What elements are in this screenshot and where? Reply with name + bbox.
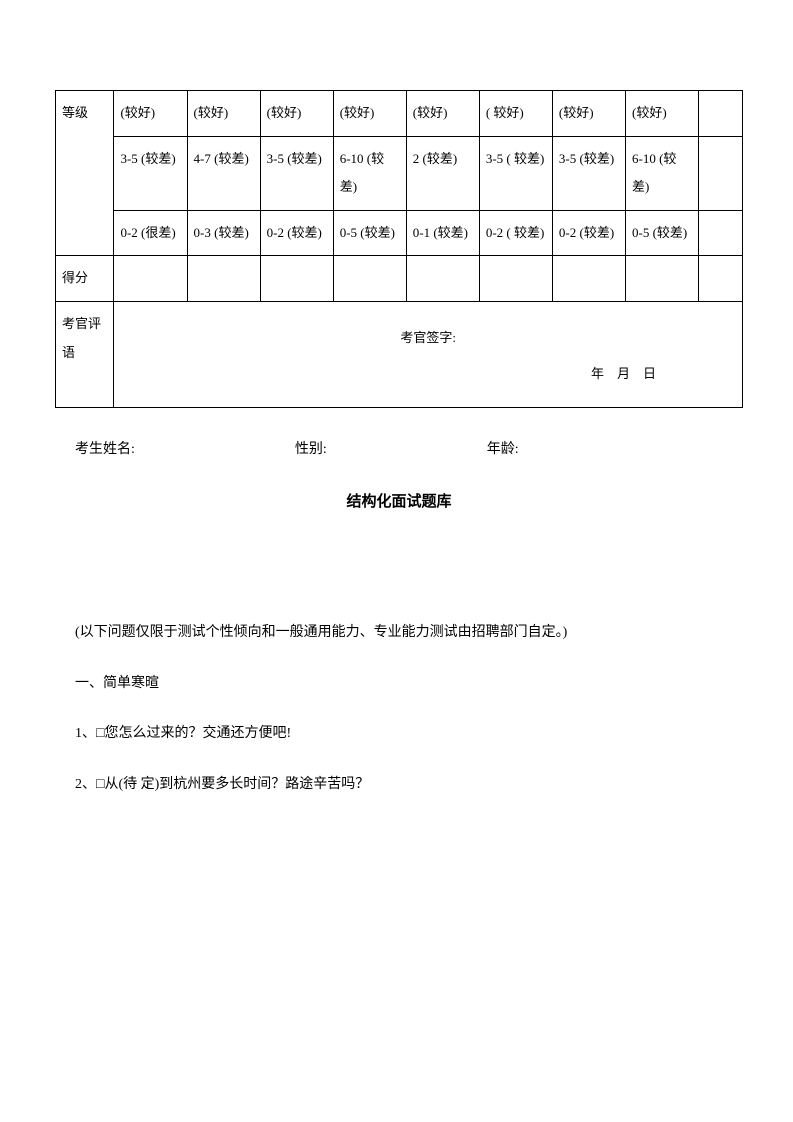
grade-cell: 0-2 (很差) — [114, 210, 187, 256]
score-cell — [187, 256, 260, 302]
grade-cell: ( 较好) — [479, 91, 552, 137]
page-title: 结构化面试题库 — [55, 490, 743, 511]
grade-cell: (较好) — [406, 91, 479, 137]
body-content: (以下问题仅限于测试个性倾向和一般通用能力、专业能力测试由招聘部门自定。) 一、… — [55, 611, 743, 808]
grade-cell: 4-7 (较差) — [187, 136, 260, 210]
grade-cell: 3-5 ( 较差) — [479, 136, 552, 210]
table-row-grade2: 3-5 (较差) 4-7 (较差) 3-5 (较差) 6-10 (较差) 2 (… — [56, 136, 743, 210]
grade-cell: 3-5 (较差) — [260, 136, 333, 210]
candidate-info-row: 考生姓名: 性别: 年龄: — [55, 438, 743, 458]
row-label-score: 得分 — [56, 256, 114, 302]
grade-cell-empty — [699, 210, 743, 256]
comment-cell: 考官签字: 年 月 日 — [114, 301, 743, 407]
gender-label: 性别: — [295, 438, 327, 458]
question-text: 2、□从(待 定)到杭州要多长时间？路途辛苦吗？ — [75, 763, 743, 808]
score-cell — [626, 256, 699, 302]
grade-cell: (较好) — [552, 91, 625, 137]
grade-cell: 6-10 (较差) — [626, 136, 699, 210]
grade-cell: 0-3 (较差) — [187, 210, 260, 256]
name-label: 考生姓名: — [75, 438, 135, 458]
grade-cell: 2 (较差) — [406, 136, 479, 210]
score-cell — [552, 256, 625, 302]
row-label-comment: 考官评语 — [56, 301, 114, 407]
table-row-grade1: 等级 (较好) (较好) (较好) (较好) (较好) ( 较好) (较好) (… — [56, 91, 743, 137]
note-text: (以下问题仅限于测试个性倾向和一般通用能力、专业能力测试由招聘部门自定。) — [75, 611, 743, 656]
signature-label: 考官签字: — [120, 320, 736, 356]
grade-cell: 0-2 (较差) — [260, 210, 333, 256]
grade-cell-empty — [699, 136, 743, 210]
grade-cell: (较好) — [333, 91, 406, 137]
question-text: 1、□您怎么过来的？交通还方便吧! — [75, 712, 743, 757]
grade-cell: (较好) — [260, 91, 333, 137]
date-label: 年 月 日 — [120, 356, 736, 392]
table-row-grade3: 0-2 (很差) 0-3 (较差) 0-2 (较差) 0-5 (较差) 0-1 … — [56, 210, 743, 256]
age-label: 年龄: — [487, 438, 519, 458]
score-cell — [479, 256, 552, 302]
score-cell — [114, 256, 187, 302]
score-cell-empty — [699, 256, 743, 302]
grade-table: 等级 (较好) (较好) (较好) (较好) (较好) ( 较好) (较好) (… — [55, 90, 743, 408]
score-cell — [260, 256, 333, 302]
grade-cell: (较好) — [114, 91, 187, 137]
table-row-comment: 考官评语 考官签字: 年 月 日 — [56, 301, 743, 407]
row-label-grade: 等级 — [56, 91, 114, 256]
score-cell — [333, 256, 406, 302]
grade-cell: 0-1 (较差) — [406, 210, 479, 256]
table-row-score: 得分 — [56, 256, 743, 302]
grade-cell: 0-2 (较差) — [552, 210, 625, 256]
grade-cell: 0-5 (较差) — [626, 210, 699, 256]
grade-cell: 3-5 (较差) — [114, 136, 187, 210]
grade-cell: 0-5 (较差) — [333, 210, 406, 256]
section-heading: 一、简单寒暄 — [75, 662, 743, 707]
grade-cell: 0-2 ( 较差) — [479, 210, 552, 256]
grade-cell: 6-10 (较差) — [333, 136, 406, 210]
grade-cell: 3-5 (较差) — [552, 136, 625, 210]
grade-cell: (较好) — [626, 91, 699, 137]
grade-cell: (较好) — [187, 91, 260, 137]
grade-cell-empty — [699, 91, 743, 137]
score-cell — [406, 256, 479, 302]
